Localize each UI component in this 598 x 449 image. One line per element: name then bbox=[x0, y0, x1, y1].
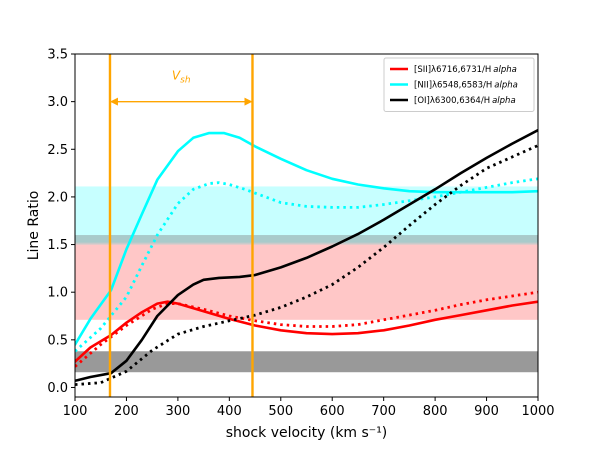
plot-frame bbox=[74, 53, 539, 398]
band-3 bbox=[75, 351, 538, 373]
y-tick-label: 2.5 bbox=[47, 143, 68, 158]
vsh-label-sub: sh bbox=[180, 76, 191, 86]
legend-entry: [NII]λ6548,6583/H alpha bbox=[414, 81, 518, 91]
x-tick-label: 800 bbox=[423, 404, 448, 419]
x-tick-label: 1000 bbox=[521, 404, 554, 419]
legend-entry-italic: alpha bbox=[492, 96, 516, 106]
series-line-5 bbox=[75, 144, 538, 386]
x-axis: 100 200 300 400 500 600 700 800 900 1000 bbox=[63, 397, 555, 419]
x-tick-label: 700 bbox=[371, 404, 396, 419]
series-group bbox=[75, 128, 538, 386]
x-tick-label: 600 bbox=[320, 404, 345, 419]
legend-box bbox=[383, 57, 535, 112]
y-tick-label: 3.5 bbox=[47, 48, 68, 63]
x-tick-label: 200 bbox=[114, 404, 139, 419]
x-tick-label: 900 bbox=[474, 404, 499, 419]
y-tick-label: 0.0 bbox=[47, 381, 68, 396]
band-0 bbox=[75, 186, 538, 243]
series-line-2 bbox=[75, 131, 538, 346]
y-axis: 0.0 0.5 1.0 1.5 2.0 2.5 3.0 3.5 bbox=[47, 48, 75, 396]
series-line-1 bbox=[75, 290, 538, 368]
y-tick-label: 2.0 bbox=[47, 190, 68, 205]
band-1 bbox=[75, 244, 538, 320]
y-tick-label: 3.0 bbox=[47, 95, 68, 110]
y-tick-label: 0.5 bbox=[47, 333, 68, 348]
x-axis-label: shock velocity (km s⁻¹) bbox=[226, 425, 388, 441]
x-tick-label: 100 bbox=[63, 404, 88, 419]
shaded-bands bbox=[75, 186, 538, 373]
legend-entry-name: [SII]λ6716,6731/H bbox=[414, 65, 491, 75]
vsh-markers: Vsh bbox=[108, 54, 254, 397]
legend-entry: [SII]λ6716,6731/H alpha bbox=[414, 65, 517, 75]
legend-entry: [OI]λ6300,6364/H alpha bbox=[414, 96, 516, 106]
x-tick-label: 300 bbox=[165, 404, 190, 419]
x-tick-label: 500 bbox=[268, 404, 293, 419]
legend-entry-italic: alpha bbox=[494, 81, 518, 91]
x-tick-label: 400 bbox=[217, 404, 242, 419]
series-line-0 bbox=[75, 300, 538, 363]
vsh-label: Vsh bbox=[172, 69, 191, 86]
legend-entry-name: [OI]λ6300,6364/H bbox=[414, 96, 490, 106]
series-line-4 bbox=[75, 128, 538, 383]
legend-entry-name: [NII]λ6548,6583/H bbox=[414, 81, 492, 91]
legend-entry-italic: alpha bbox=[493, 65, 517, 75]
y-axis-label: Line Ratio bbox=[26, 191, 42, 261]
legend: [SII]λ6716,6731/H alpha[NII]λ6548,6583/H a… bbox=[383, 57, 535, 112]
y-tick-label: 1.5 bbox=[47, 238, 68, 253]
band-2 bbox=[75, 235, 538, 245]
y-tick-label: 1.0 bbox=[47, 286, 68, 301]
